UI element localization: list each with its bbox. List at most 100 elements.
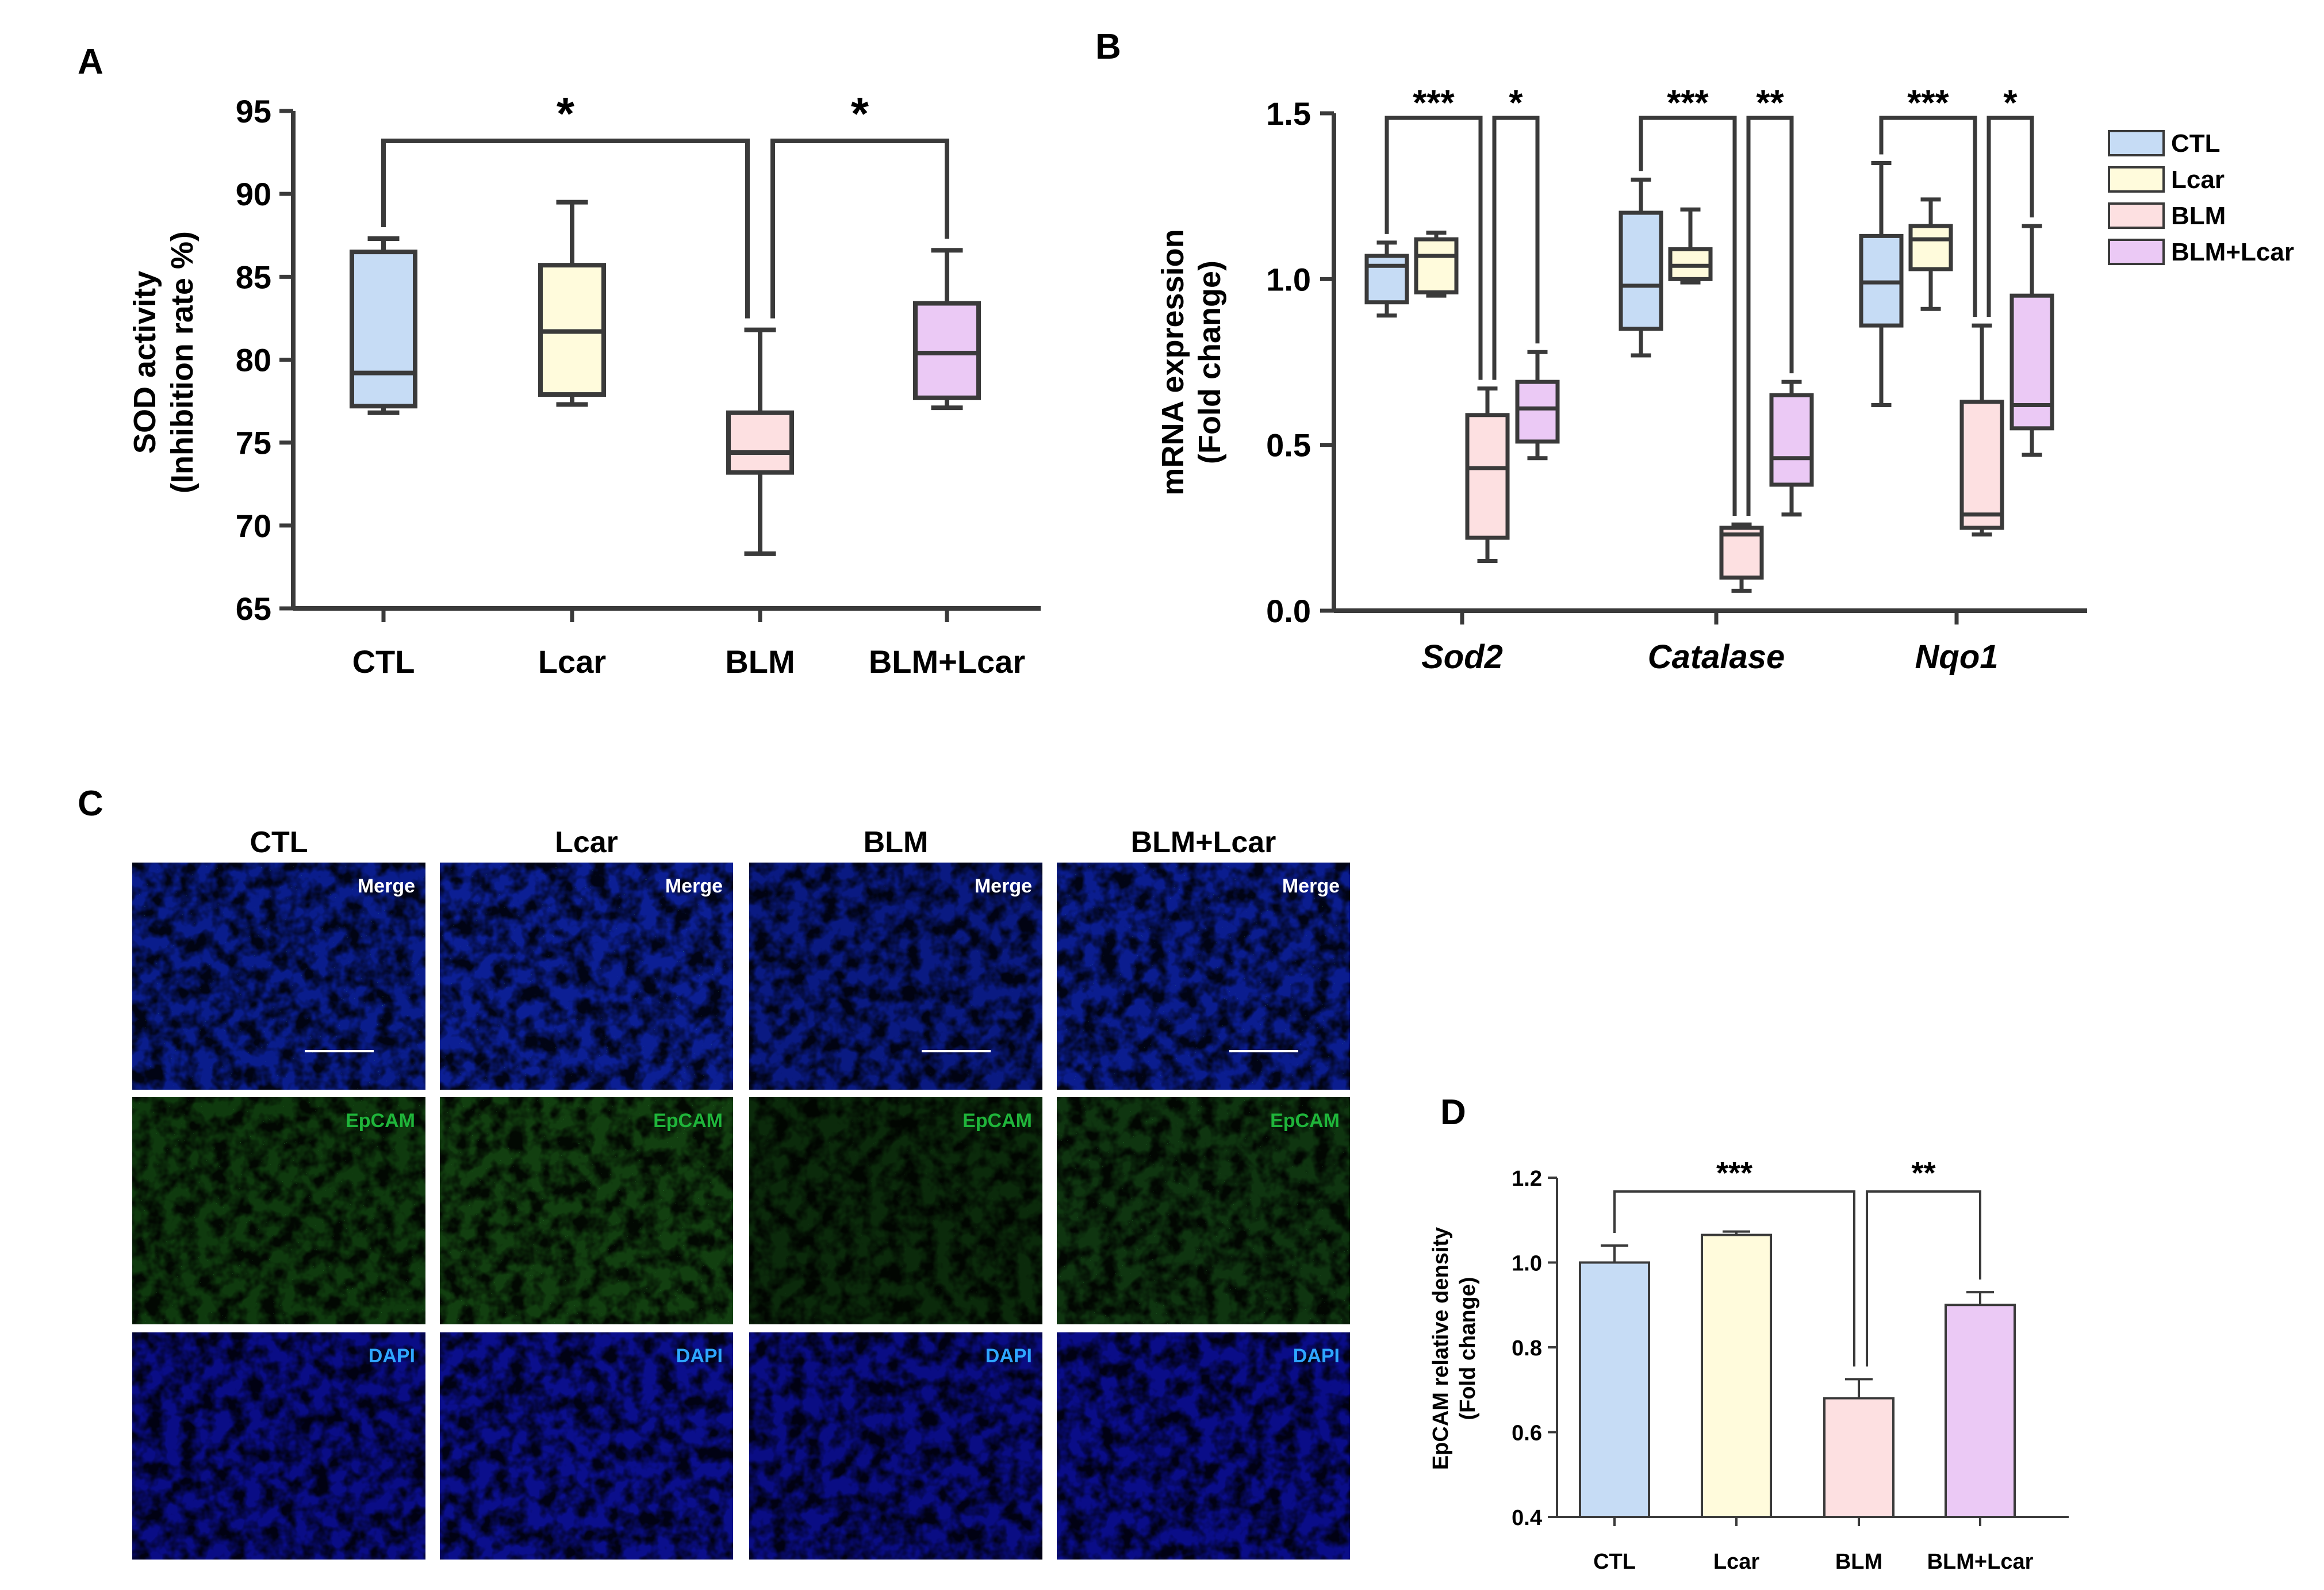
panel-a-box-ctl-box (350, 250, 417, 409)
panel-d-significance-label: *** (1716, 1156, 1752, 1190)
panel-b-ylabel-1: mRNA expression (1156, 229, 1190, 495)
panel-b-legend-swatch (2108, 166, 2165, 193)
panel-b-significance-label: *** (1907, 83, 1949, 123)
panel-d-letter: D (1440, 1093, 1466, 1132)
panel-d-category-label: Lcar (1713, 1550, 1759, 1574)
panel-b-significance-label: * (2003, 83, 2018, 123)
panel-a-y-tick-label: 85 (236, 259, 271, 295)
panel-c-column-title: BLM+Lcar (1131, 826, 1276, 859)
panel-b-legend-label: Lcar (2171, 166, 2225, 194)
panel-b-box-sod2-blm-lcar-box (1515, 380, 1560, 444)
panel-b-box-sod2-blm-box (1465, 413, 1510, 540)
panel-b-significance-bracket (1986, 116, 2034, 317)
panel-c-micrograph-grid: CTL Lcar BLM BLM+Lcar Merge Merge Merge Merge Ep… (132, 826, 1350, 1560)
panel-b-significance-label: * (1509, 83, 1523, 123)
panel-b-gene-label: Catalase (1648, 638, 1785, 676)
panel-b-legend-label: BLM+Lcar (2171, 238, 2294, 266)
panel-c-channel-label: DAPI (1293, 1345, 1340, 1367)
panel-c-micrograph-texture (1057, 1332, 1350, 1560)
panel-c-micrograph-speckle (1057, 863, 1350, 1090)
panel-d-y-tick-label: 1.2 (1512, 1167, 1542, 1191)
panel-a-box-plot: SOD activity (Inhibition rate %) 65 70 75 8… (128, 88, 1041, 680)
panel-c-column-title: BLM (864, 826, 929, 859)
panel-a-ylabel-1: SOD activity (128, 271, 162, 454)
panel-a-y-tick-label: 95 (236, 93, 271, 129)
panel-d-category-label: BLM+Lcar (1927, 1550, 2034, 1574)
panel-b-gene-label: Nqo1 (1915, 638, 1999, 676)
panel-b-box-nqo1-blm-lcar-box (2009, 293, 2054, 431)
panel-d-y-tick-label: 1.0 (1512, 1252, 1542, 1276)
panel-b-y-tick-label: 0.5 (1266, 427, 1311, 463)
panel-a-box-blm-lcar-box (913, 301, 981, 400)
panel-a-y-tick-label: 70 (236, 508, 271, 544)
panel-c-micrograph-texture (440, 1332, 733, 1560)
panel-b-box-catalase-ctl-box (1619, 210, 1663, 331)
panel-b-legend-swatch (2108, 239, 2165, 265)
panel-a-letter: A (78, 42, 103, 82)
panel-b-gene-label: Sod2 (1421, 638, 1503, 676)
panel-a-ylabel-2: (Inhibition rate %) (165, 231, 200, 493)
panel-c-column-title: Lcar (555, 826, 618, 859)
panel-a-box-blm-box (726, 410, 794, 475)
panel-a-category-label: CTL (352, 643, 415, 680)
panel-b-legend-label: BLM (2171, 202, 2226, 230)
panel-a-y-tick-label: 90 (236, 176, 271, 212)
panel-c-micrograph-texture (132, 1332, 425, 1560)
panel-a-significance-label: * (851, 88, 869, 139)
panel-a-y-tick-label: 65 (236, 591, 271, 627)
panel-b-box-plot: mRNA expression (Fold change) 0.0 0.5 1.0 1… (1156, 83, 2294, 676)
panel-c-channel-label: EpCAM (346, 1110, 415, 1132)
panel-b-significance-bracket (1385, 116, 1483, 380)
panel-b-significance-bracket (1879, 116, 1977, 317)
panel-c-micrograph-speckle (749, 1097, 1042, 1324)
panel-d-significance-bracket (1613, 1190, 1855, 1367)
panel-b-y-tick-label: 0.0 (1266, 593, 1311, 629)
panel-a-y-tick-label: 80 (236, 342, 271, 378)
panel-d-y-tick-label: 0.6 (1512, 1422, 1542, 1446)
panel-c-channel-label: EpCAM (1270, 1110, 1340, 1132)
panel-b-legend-swatch (2108, 202, 2165, 229)
panel-d-category-label: CTL (1593, 1550, 1636, 1574)
panel-b-box-nqo1-blm-box (1959, 400, 2004, 530)
panel-d-bar-chart: EpCAM relative density (Fold change) 0.4… (1429, 1156, 2069, 1574)
panel-c-channel-label: Merge (1282, 875, 1340, 897)
panel-b-box-nqo1-lcar-box (1908, 224, 1953, 271)
panel-d-category-label: BLM (1835, 1550, 1882, 1574)
panel-b-y-tick-label: 1.5 (1266, 95, 1311, 132)
panel-d-significance-label: ** (1911, 1156, 1935, 1190)
panel-d-y-tick-label: 0.4 (1512, 1506, 1542, 1530)
panel-a-category-label: BLM (725, 643, 795, 680)
panel-b-y-tick-label: 1.0 (1266, 261, 1311, 297)
panel-d-bar-blm-lcar (1945, 1304, 2016, 1518)
panel-a-significance-bracket (770, 139, 949, 319)
panel-b-significance-bracket (1492, 116, 1540, 380)
panel-b-box-sod2-ctl-box (1364, 254, 1409, 305)
panel-c-micrograph-speckle (440, 863, 733, 1090)
panel-d-bar-lcar (1701, 1233, 1772, 1518)
panel-c-channel-label: EpCAM (962, 1110, 1032, 1132)
panel-a-category-label: BLM+Lcar (869, 643, 1025, 680)
panel-b-box-catalase-blm-lcar-box (1769, 393, 1814, 487)
panel-d-y-tick-label: 0.8 (1512, 1336, 1542, 1361)
panel-b-significance-label: *** (1413, 83, 1455, 123)
panel-c-micrograph-speckle (1057, 1097, 1350, 1324)
panel-a-significance-bracket (381, 139, 750, 319)
panel-c-micrograph-speckle (132, 863, 425, 1090)
panel-b-box-sod2-lcar-box (1414, 237, 1459, 294)
panel-c-column-title: CTL (250, 826, 308, 859)
panel-c-channel-label: DAPI (369, 1345, 415, 1367)
panel-c-channel-label: Merge (665, 875, 723, 897)
panel-a-category-label: Lcar (538, 643, 606, 680)
panel-c-channel-label: DAPI (676, 1345, 723, 1367)
panel-d-ylabel-2: (Fold change) (1456, 1277, 1480, 1420)
panel-c-channel-label: DAPI (985, 1345, 1032, 1367)
panel-b-significance-label: *** (1667, 83, 1709, 123)
panel-d-significance-bracket (1866, 1190, 1981, 1367)
panel-d-bar-ctl (1579, 1261, 1650, 1518)
panel-c-channel-label: Merge (358, 875, 415, 897)
panel-a-y-tick-label: 75 (236, 425, 271, 461)
panel-c-micrograph-speckle (749, 863, 1042, 1090)
panel-c-micrograph-speckle (132, 1097, 425, 1324)
panel-c-channel-label: Merge (975, 875, 1032, 897)
